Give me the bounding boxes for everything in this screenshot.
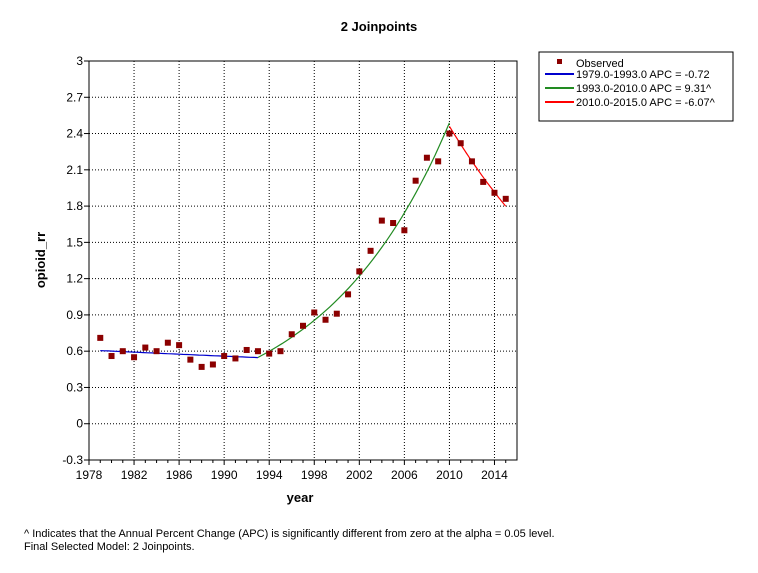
observed-point xyxy=(153,348,160,355)
observed-point xyxy=(423,154,430,161)
observed-point xyxy=(311,309,318,316)
observed-point xyxy=(288,331,295,338)
x-axis-title: year xyxy=(287,490,314,505)
observed-point xyxy=(401,227,408,234)
legend-label-observed: Observed xyxy=(576,58,624,70)
chart-title: 2 Joinpoints xyxy=(341,19,418,34)
y-tick-label: 1.2 xyxy=(66,272,83,286)
observed-point xyxy=(97,334,104,341)
y-tick-label: 0.9 xyxy=(66,308,83,322)
y-tick-label: 0.6 xyxy=(66,344,83,358)
observed-point xyxy=(457,140,464,147)
y-tick-label: 2.1 xyxy=(66,163,83,177)
observed-point xyxy=(254,348,261,355)
observed-point xyxy=(390,220,397,227)
observed-point xyxy=(198,363,205,370)
observed-point xyxy=(468,158,475,165)
x-axis-ticks: 1978 1982 1986 1990 1994 1998 2002 2006 2010 2014 xyxy=(76,460,508,482)
legend-label: 1979.0-1993.0 APC = -0.72 xyxy=(576,69,710,81)
legend-box xyxy=(538,51,734,122)
observed-point xyxy=(412,177,419,184)
observed-point xyxy=(367,247,374,254)
observed-point xyxy=(277,348,284,355)
observed-point xyxy=(378,217,385,224)
legend-label: 1993.0-2010.0 APC = 9.31^ xyxy=(576,83,712,95)
y-tick-label: 3 xyxy=(76,54,83,68)
y-tick-label: -0.3 xyxy=(62,453,83,467)
footnote-model: Final Selected Model: 2 Joinpoints. xyxy=(24,541,195,553)
fitted-segment xyxy=(257,122,450,359)
x-tick-label: 1982 xyxy=(121,468,148,482)
y-tick-label: 2.7 xyxy=(66,90,83,104)
x-tick-label: 2006 xyxy=(391,468,418,482)
fitted-segments xyxy=(100,122,507,359)
y-tick-label: 1.5 xyxy=(66,235,83,249)
observed-point xyxy=(480,178,487,185)
observed-point xyxy=(164,339,171,346)
observed-point xyxy=(356,268,363,275)
y-axis-title: opioid_rr xyxy=(33,232,48,288)
x-tick-label: 1994 xyxy=(256,468,283,482)
legend-label: 2010.0-2015.0 APC = -6.07^ xyxy=(576,97,716,109)
observed-point xyxy=(435,158,442,165)
legend-marker-observed xyxy=(557,59,562,64)
observed-point xyxy=(209,361,216,368)
footnote-significance: ^ Indicates that the Annual Percent Chan… xyxy=(24,528,555,540)
observed-point xyxy=(345,291,352,298)
x-tick-label: 1990 xyxy=(211,468,238,482)
x-tick-label: 1998 xyxy=(301,468,328,482)
y-tick-label: 2.4 xyxy=(66,127,83,141)
observed-point xyxy=(491,189,498,196)
x-tick-label: 2002 xyxy=(346,468,373,482)
x-tick-label: 2010 xyxy=(436,468,463,482)
observed-point xyxy=(131,354,138,361)
grid xyxy=(89,61,517,461)
observed-point xyxy=(187,356,194,363)
x-tick-label: 1978 xyxy=(76,468,103,482)
x-tick-label: 2014 xyxy=(481,468,508,482)
observed-point xyxy=(176,342,183,349)
fitted-segment xyxy=(100,350,258,359)
observed-point xyxy=(119,348,126,355)
joinpoint-chart: 2 Joinpoints 1978 1982 1986 1990 1994 1998 200… xyxy=(33,19,734,505)
x-tick-label: 1986 xyxy=(166,468,193,482)
observed-point xyxy=(322,316,329,323)
observed-point xyxy=(300,322,306,329)
observed-point xyxy=(333,310,340,317)
observed-point xyxy=(232,355,239,362)
observed-point xyxy=(243,346,250,353)
footnote: ^ Indicates that the Annual Percent Chan… xyxy=(24,528,555,554)
plot-frame xyxy=(88,60,518,461)
y-tick-label: 0 xyxy=(76,417,83,431)
observed-point xyxy=(266,350,273,357)
observed-point xyxy=(221,353,228,360)
observed-points xyxy=(97,130,509,370)
observed-point xyxy=(446,130,453,137)
observed-point xyxy=(502,195,509,202)
y-tick-label: 0.3 xyxy=(66,380,83,394)
y-axis-ticks: -0.3 0 0.3 0.6 0.9 1.2 1.5 1.8 2.1 2.4 2.7 3 xyxy=(62,54,89,467)
observed-point xyxy=(108,353,115,360)
observed-point xyxy=(142,344,149,351)
y-tick-label: 1.8 xyxy=(66,199,83,213)
